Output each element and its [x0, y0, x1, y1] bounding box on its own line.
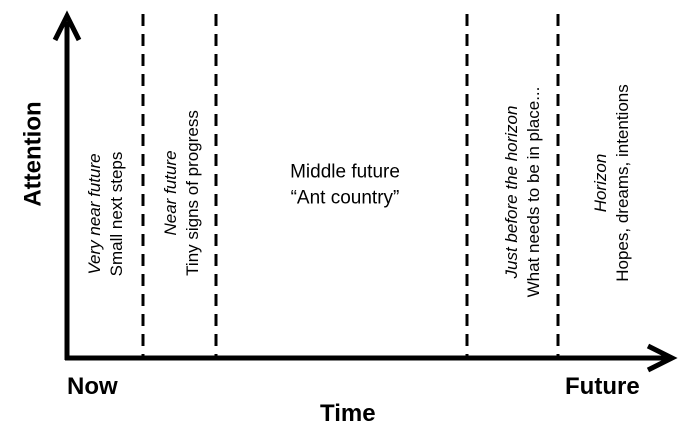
x-axis-arrowhead	[646, 343, 678, 373]
zone-title: Very near future	[84, 153, 104, 275]
zone-just-before-horizon: Just before the horizon What needs to be…	[501, 87, 545, 298]
x-axis-start-label: Now	[67, 373, 118, 400]
zone-very-near-future: Very near future Small next steps	[84, 152, 128, 277]
zone-title: Middle future	[290, 161, 400, 183]
zone-description: “Ant country”	[290, 187, 400, 208]
x-axis-label: Time	[320, 400, 376, 427]
y-axis-label: Attention	[19, 101, 47, 207]
zone-description: Tiny signs of progress	[183, 110, 202, 276]
x-axis-end-label: Future	[565, 373, 640, 400]
zone-description: What needs to be in place...	[524, 86, 543, 298]
zone-title: Just before the horizon	[501, 105, 521, 279]
y-axis-arrowhead	[52, 10, 82, 42]
zone-horizon: Horizon Hopes, dreams, intentions	[590, 84, 634, 282]
zone-description: Small next steps	[107, 151, 126, 277]
zone-middle-future: Middle future “Ant country”	[290, 159, 400, 210]
zone-near-future: Near future Tiny signs of progress	[160, 110, 204, 276]
zone-title: Horizon	[590, 153, 610, 213]
zone-title: Near future	[160, 150, 180, 236]
zone-description: Hopes, dreams, intentions	[613, 84, 632, 282]
